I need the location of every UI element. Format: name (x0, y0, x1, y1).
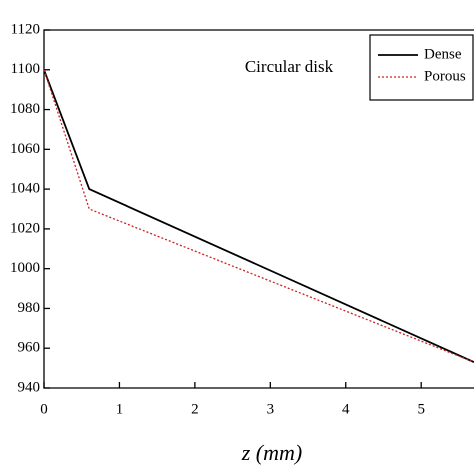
x-axis-label: z (mm) (241, 440, 303, 465)
y-tick-label: 940 (18, 379, 41, 395)
y-tick-label: 1120 (11, 21, 40, 37)
x-tick-label: 3 (267, 401, 275, 417)
x-tick-label: 2 (191, 401, 199, 417)
legend-label: Porous (424, 68, 466, 84)
y-tick-label: 1060 (10, 141, 40, 157)
y-tick-label: 1020 (10, 220, 40, 236)
x-tick-label: 4 (342, 401, 350, 417)
series-line (43, 69, 474, 363)
x-tick-label: 0 (40, 401, 48, 417)
annotation: Circular disk (245, 57, 334, 76)
x-tick-label: 5 (417, 401, 425, 417)
axes-frame (43, 29, 474, 389)
legend-box (369, 34, 474, 101)
x-tick-label: 1 (116, 401, 124, 417)
y-tick-label: 980 (18, 300, 41, 316)
series-line (43, 69, 474, 363)
y-tick-label: 1100 (11, 61, 40, 77)
y-tick-label: 1040 (10, 181, 40, 197)
y-tick-label: 1000 (10, 260, 40, 276)
y-tick-label: 1080 (10, 101, 40, 117)
legend-label: Dense (424, 46, 462, 62)
y-tick-label: 960 (18, 340, 41, 356)
